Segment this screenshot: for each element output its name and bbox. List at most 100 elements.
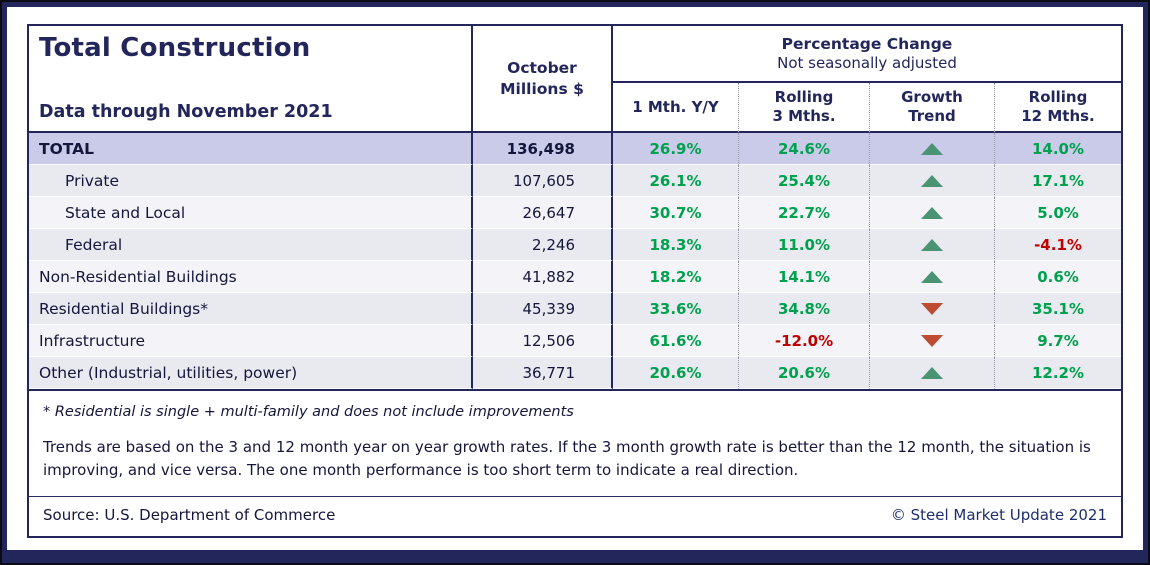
pct-roll3: 20.6% <box>777 363 831 382</box>
trend-up-icon <box>921 206 943 219</box>
row-value: 12,506 <box>473 325 613 357</box>
construction-table: Total Construction Data through November… <box>27 24 1123 538</box>
page-title: Total Construction <box>39 33 311 63</box>
row-roll3-cell: 22.7% <box>739 197 870 229</box>
title-cell: Total Construction Data through November… <box>29 26 473 133</box>
col-roll12-line1: Rolling <box>1028 88 1088 107</box>
pct-roll12: 14.0% <box>1031 139 1085 158</box>
report-sheet: Total Construction Data through November… <box>7 7 1143 550</box>
row-1mth-cell: 26.1% <box>613 165 739 197</box>
row-roll12-cell: 12.2% <box>995 357 1121 389</box>
trend-up-icon <box>921 270 943 283</box>
trend-up-icon <box>921 238 943 251</box>
column-header-october: October Millions $ <box>473 26 613 133</box>
pct-1mth: 18.3% <box>649 235 702 254</box>
trend-up-icon <box>921 174 943 187</box>
row-roll3-cell: 11.0% <box>739 229 870 261</box>
row-1mth-cell: 30.7% <box>613 197 739 229</box>
row-label: State and Local <box>29 197 473 229</box>
row-roll3-cell: 14.1% <box>739 261 870 293</box>
col-roll3-line2: 3 Mths. <box>772 107 836 125</box>
pct-1mth: 26.1% <box>649 171 702 190</box>
row-value: 45,339 <box>473 293 613 325</box>
data-grid: Total Construction Data through November… <box>29 26 1121 391</box>
row-value: 41,882 <box>473 261 613 293</box>
pct-roll3: 11.0% <box>777 235 831 254</box>
row-label: Federal <box>29 229 473 261</box>
pct-1mth: 18.2% <box>649 267 702 286</box>
pct-roll3: 34.8% <box>777 299 831 318</box>
row-roll12-cell: 35.1% <box>995 293 1121 325</box>
col-roll12-line2: 12 Mths. <box>1021 107 1095 125</box>
page-subtitle: Data through November 2021 <box>39 102 333 122</box>
pct-1mth: 20.6% <box>649 363 702 382</box>
pct-roll12: 35.1% <box>1031 299 1085 318</box>
row-1mth-cell: 18.3% <box>613 229 739 261</box>
row-1mth-cell: 33.6% <box>613 293 739 325</box>
trend-up-icon <box>921 142 943 155</box>
row-roll3-cell: 34.8% <box>739 293 870 325</box>
row-value: 26,647 <box>473 197 613 229</box>
row-roll12-cell: 5.0% <box>995 197 1121 229</box>
source-row: Source: U.S. Department of Commerce © St… <box>29 496 1121 536</box>
row-label: TOTAL <box>29 133 473 165</box>
col-1mth-line1: 1 Mth. Y/Y <box>632 97 719 116</box>
copyright-text: © Steel Market Update 2021 <box>890 506 1107 524</box>
column-header-1mth: 1 Mth. Y/Y <box>613 83 739 133</box>
row-label: Non-Residential Buildings <box>29 261 473 293</box>
row-1mth-cell: 26.9% <box>613 133 739 165</box>
trend-down-icon <box>921 334 943 347</box>
pct-roll12: 12.2% <box>1031 363 1085 382</box>
col-roll3-line1: Rolling <box>774 88 834 107</box>
row-value: 36,771 <box>473 357 613 389</box>
row-roll12-cell: 14.0% <box>995 133 1121 165</box>
row-trend-cell <box>870 229 995 261</box>
pct-roll3: 24.6% <box>777 139 831 158</box>
row-trend-cell <box>870 133 995 165</box>
pct-1mth: 61.6% <box>649 331 702 350</box>
pct-1mth: 30.7% <box>649 203 702 222</box>
row-roll3-cell: 20.6% <box>739 357 870 389</box>
row-value: 2,246 <box>473 229 613 261</box>
row-value: 136,498 <box>473 133 613 165</box>
row-roll12-cell: -4.1% <box>995 229 1121 261</box>
pct-roll12: 9.7% <box>1037 331 1079 350</box>
row-trend-cell <box>870 197 995 229</box>
pct-roll3: 14.1% <box>777 267 831 286</box>
pct-1mth: 33.6% <box>649 299 702 318</box>
row-value: 107,605 <box>473 165 613 197</box>
row-label: Residential Buildings* <box>29 293 473 325</box>
row-roll3-cell: 25.4% <box>739 165 870 197</box>
notes-section: * Residential is single + multi-family a… <box>29 404 1121 536</box>
row-label: Infrastructure <box>29 325 473 357</box>
october-label-line1: October <box>507 58 577 77</box>
pct-roll3: 25.4% <box>777 171 831 190</box>
residential-footnote: * Residential is single + multi-family a… <box>43 404 574 420</box>
row-roll3-cell: -12.0% <box>739 325 870 357</box>
pct-roll12: 5.0% <box>1037 203 1079 222</box>
pct-roll3: -12.0% <box>774 331 834 350</box>
row-label: Other (Industrial, utilities, power) <box>29 357 473 389</box>
row-trend-cell <box>870 293 995 325</box>
trend-down-icon <box>921 302 943 315</box>
row-label: Private <box>29 165 473 197</box>
percentage-change-title: Percentage Change <box>781 34 953 53</box>
percentage-change-subtitle: Not seasonally adjusted <box>777 53 957 72</box>
source-text: Source: U.S. Department of Commerce <box>43 506 336 524</box>
pct-roll3: 22.7% <box>777 203 831 222</box>
column-header-growth-trend: Growth Trend <box>870 83 995 133</box>
row-roll12-cell: 0.6% <box>995 261 1121 293</box>
row-1mth-cell: 18.2% <box>613 261 739 293</box>
row-roll12-cell: 17.1% <box>995 165 1121 197</box>
pct-roll12: 17.1% <box>1031 171 1085 190</box>
october-label-line2: Millions $ <box>500 79 584 98</box>
column-header-rolling3: Rolling 3 Mths. <box>739 83 870 133</box>
row-trend-cell <box>870 325 995 357</box>
column-header-rolling12: Rolling 12 Mths. <box>995 83 1121 133</box>
row-1mth-cell: 61.6% <box>613 325 739 357</box>
col-trend-line2: Trend <box>908 107 956 125</box>
row-trend-cell <box>870 357 995 389</box>
pct-roll12: -4.1% <box>1034 235 1082 254</box>
row-roll3-cell: 24.6% <box>739 133 870 165</box>
